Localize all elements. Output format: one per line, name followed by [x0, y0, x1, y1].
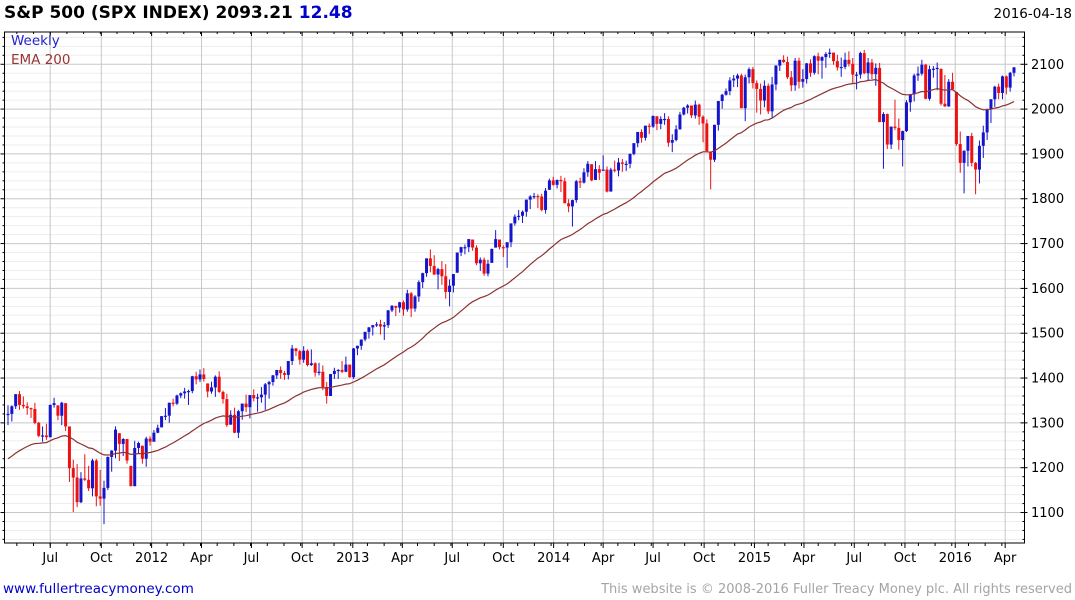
- ema-line: [7, 78, 1015, 460]
- y-axis-label: 1200: [1031, 461, 1064, 476]
- y-axis-label: 1400: [1031, 372, 1064, 387]
- x-axis-label: Apr: [592, 551, 615, 566]
- x-axis-label: Jul: [644, 551, 661, 566]
- legend-ema: EMA 200: [11, 52, 71, 68]
- x-axis-label: 2014: [537, 551, 570, 566]
- y-axis-label: 1300: [1031, 416, 1064, 431]
- x-axis-label: Apr: [793, 551, 816, 566]
- y-axis-label: 1900: [1031, 147, 1064, 162]
- x-axis-label: 2016: [939, 551, 972, 566]
- x-axis-label: 2012: [135, 551, 168, 566]
- y-axis-label: 1600: [1031, 282, 1064, 297]
- x-axis-label: Jul: [243, 551, 260, 566]
- y-axis-label: 1700: [1031, 237, 1064, 252]
- last-price: 2093.21: [215, 3, 293, 23]
- instrument-name: S&P 500 (SPX INDEX): [4, 3, 210, 23]
- candles: [6, 48, 1016, 525]
- y-axis-label: 1800: [1031, 192, 1064, 207]
- x-axis-label: Apr: [994, 551, 1017, 566]
- chart-date: 2016-04-18: [993, 6, 1072, 22]
- y-axis-label: 1100: [1031, 506, 1064, 521]
- x-axis-label: Jul: [845, 551, 862, 566]
- x-axis-label: Apr: [391, 551, 414, 566]
- x-axis-label: 2015: [738, 551, 771, 566]
- x-axis-label: Jul: [41, 551, 58, 566]
- x-axis-label: Oct: [90, 551, 112, 566]
- legend-timeframe: Weekly: [11, 33, 60, 49]
- x-axis-label: 2013: [336, 551, 369, 566]
- axis-labels: Jul Oct 2012 Apr Jul Oct 2013 Apr Jul Oct 2014 Apr J…: [41, 58, 1064, 566]
- page-title: S&P 500 (SPX INDEX) 2093.21 12.48: [4, 3, 353, 23]
- y-axis-label: 2100: [1031, 58, 1064, 73]
- x-axis-label: Oct: [894, 551, 916, 566]
- x-axis-label: Oct: [492, 551, 514, 566]
- x-axis-label: Oct: [291, 551, 313, 566]
- y-axis-label: 1500: [1031, 327, 1064, 342]
- price-change: 12.48: [298, 3, 353, 23]
- x-axis-label: Jul: [443, 551, 460, 566]
- x-axis-label: Apr: [190, 551, 213, 566]
- copyright-text: This website is © 2008-2016 Fuller Treac…: [601, 582, 1072, 597]
- y-axis-label: 2000: [1031, 103, 1064, 118]
- x-axis-label: Oct: [693, 551, 715, 566]
- axes: [0, 31, 1028, 548]
- website-link[interactable]: www.fullertreacymoney.com: [3, 581, 194, 597]
- gridlines: [4, 32, 1025, 543]
